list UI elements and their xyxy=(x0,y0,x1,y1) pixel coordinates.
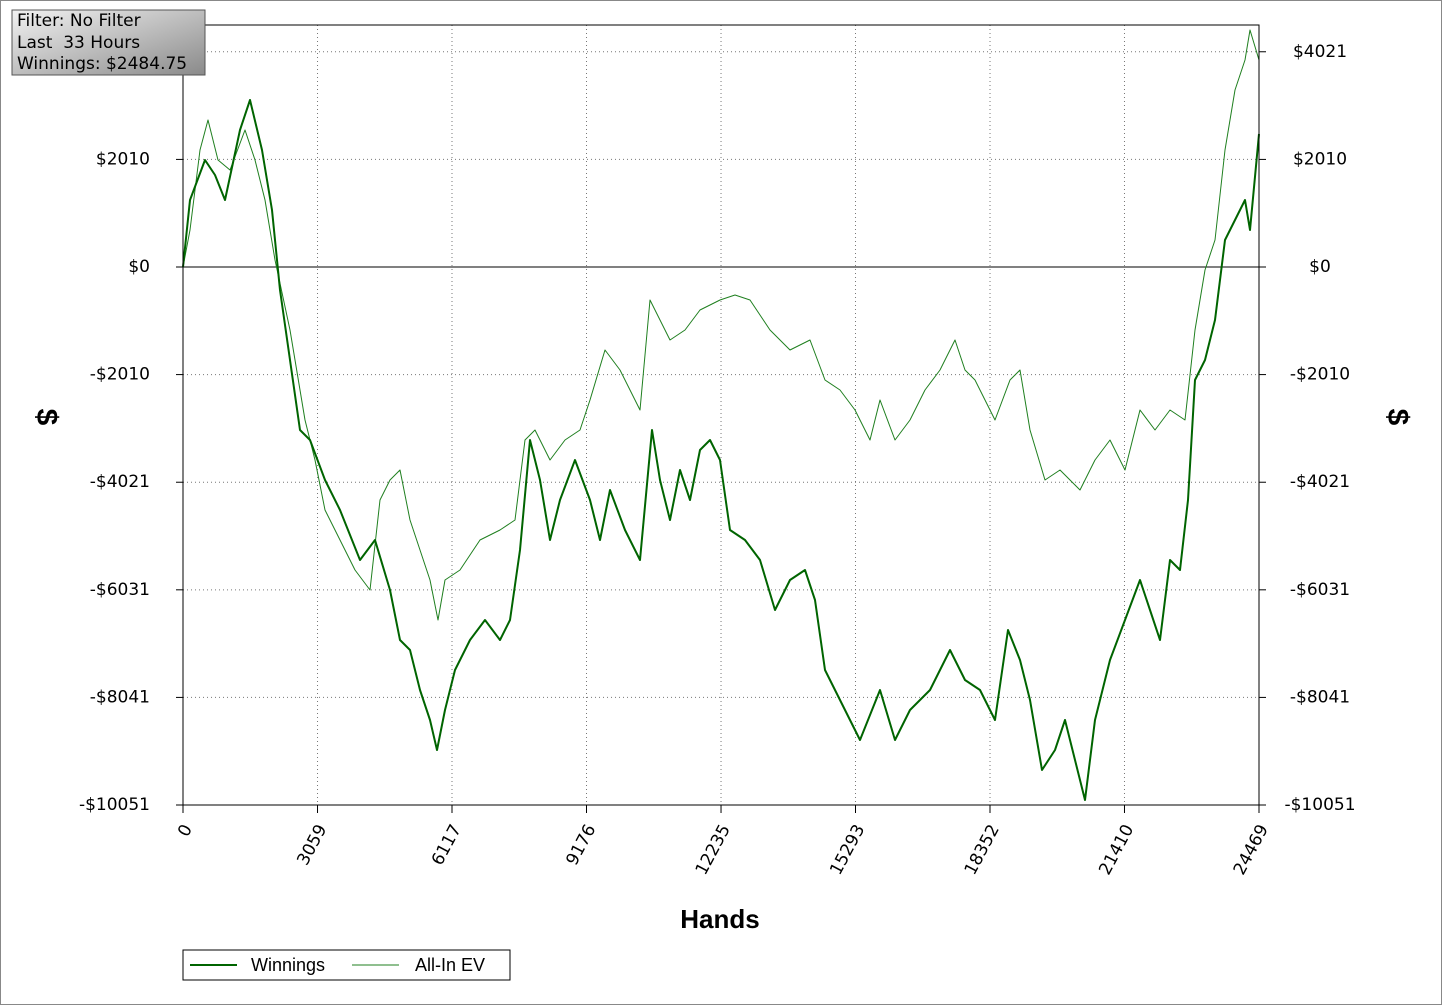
legend-box xyxy=(182,949,511,981)
y-tick-label: -$10051 xyxy=(79,795,150,815)
y2-tick-label: -$4021 xyxy=(1290,472,1350,492)
info-period: Last 33 Hours xyxy=(17,33,140,53)
info-box: Filter: No Filter Last 33 Hours Winnings… xyxy=(11,9,206,76)
y-tick-label: $0 xyxy=(128,257,150,277)
info-background xyxy=(11,9,206,76)
legend-label: All-In EV xyxy=(415,955,485,975)
y2-tick-label: -$6031 xyxy=(1290,580,1350,600)
y2-tick-label: $4021 xyxy=(1293,42,1347,62)
x-axis-label: Hands xyxy=(680,904,759,934)
y2-tick-label: -$10051 xyxy=(1284,795,1355,815)
y2-tick-label: -$2010 xyxy=(1290,365,1350,385)
y2-tick-label: -$8041 xyxy=(1290,687,1350,707)
series-line xyxy=(182,29,1260,621)
y-tick-label: -$4021 xyxy=(90,472,150,492)
info-winnings: Winnings: $2484.75 xyxy=(17,54,187,74)
y2-axis-label: $ xyxy=(1381,409,1414,426)
y-tick-label: -$6031 xyxy=(90,580,150,600)
legend: Winnings All-In EV xyxy=(190,955,485,975)
y-tick-label: $2010 xyxy=(96,149,150,169)
legend-label: Winnings xyxy=(251,955,325,975)
plot-border xyxy=(182,24,1260,806)
y2-tick-label: $2010 xyxy=(1293,149,1347,169)
info-filter: Filter: No Filter xyxy=(17,11,141,31)
y-axis-label: $ xyxy=(30,409,63,426)
y-tick-label: -$2010 xyxy=(90,365,150,385)
series-line xyxy=(182,99,1260,801)
y-tick-label: -$8041 xyxy=(90,687,150,707)
y2-tick-label: $0 xyxy=(1309,257,1331,277)
